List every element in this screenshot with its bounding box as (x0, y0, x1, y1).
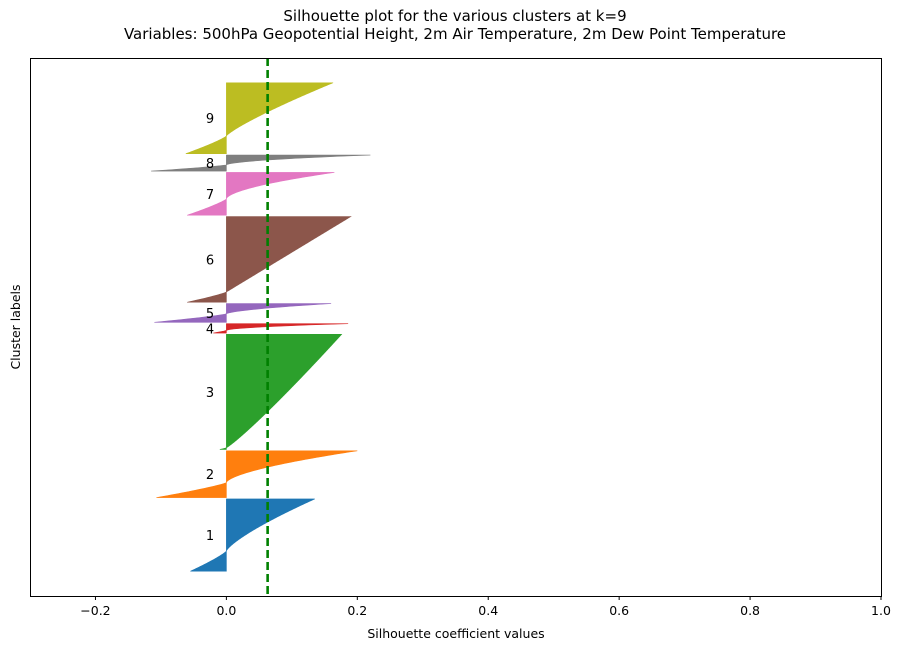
cluster-label-8: 8 (206, 157, 214, 172)
cluster-1-silhouette (190, 498, 315, 572)
x-tick-label: 0.6 (609, 603, 629, 618)
x-axis-ticks: −0.2 0.0 0.2 0.4 0.6 0.8 1.0 (80, 596, 891, 618)
cluster-label-2: 2 (206, 468, 214, 483)
cluster-label-6: 6 (206, 253, 214, 268)
chart-subtitle: Variables: 500hPa Geopotential Height, 2… (124, 25, 786, 43)
cluster-7-silhouette (187, 172, 335, 216)
cluster-label-9: 9 (206, 112, 214, 127)
cluster-5-silhouette (154, 303, 332, 323)
cluster-3-silhouette (219, 334, 343, 450)
cluster-label-5: 5 (206, 307, 214, 322)
plot-area: 1 2 3 45 6 7 8 9 (151, 58, 371, 596)
x-tick-label: 0.2 (347, 603, 367, 618)
x-tick-label: 0.4 (478, 603, 498, 618)
x-tick-label: 0.0 (216, 603, 236, 618)
cluster-label-3: 3 (206, 386, 214, 401)
cluster-8-silhouette (151, 154, 371, 172)
cluster-label-1: 1 (206, 529, 214, 544)
cluster-2-silhouette (156, 450, 358, 498)
x-tick-label: 1.0 (871, 603, 891, 618)
cluster-6-silhouette (187, 216, 352, 303)
chart-title: Silhouette plot for the various clusters… (283, 7, 626, 25)
plot-frame (30, 58, 882, 597)
cluster-label-4: 4 (206, 322, 214, 337)
y-axis-label: Cluster labels (8, 284, 23, 369)
x-tick-label: 0.8 (740, 603, 760, 618)
x-tick-label: −0.2 (80, 603, 110, 618)
cluster-4-silhouette (213, 323, 349, 334)
cluster-9-silhouette (185, 82, 334, 154)
cluster-label-7: 7 (206, 188, 214, 203)
x-axis-label: Silhouette coefficient values (367, 626, 544, 641)
